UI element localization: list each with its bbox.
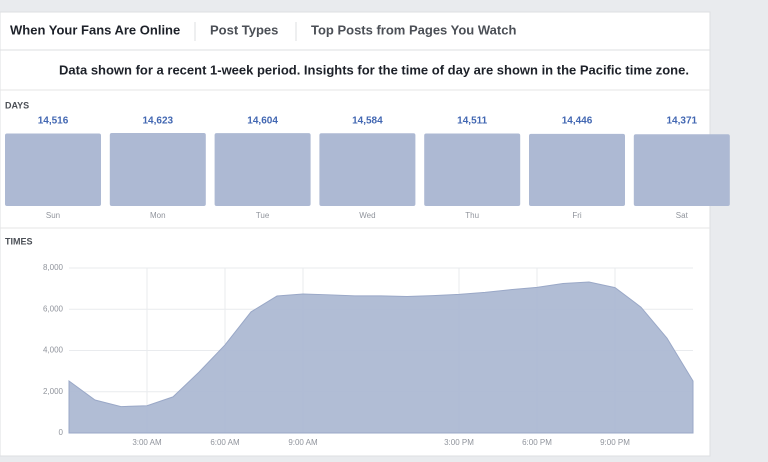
bar (214, 133, 311, 206)
x-tick-label: Mon (150, 211, 166, 220)
value-label: 14,584 (352, 116, 383, 127)
x-tick-label: Fri (572, 211, 582, 220)
x-tick-label: 6:00 AM (210, 438, 240, 447)
area (68, 281, 694, 434)
value-label: 14,516 (38, 116, 69, 127)
value-label: 14,604 (247, 116, 278, 127)
x-tick-label: 3:00 PM (444, 438, 474, 447)
notice: Data shown for a recent 1-week period. I… (59, 62, 689, 77)
x-tick-label: 3:00 AM (132, 438, 162, 447)
x-tick-label: Thu (465, 211, 479, 220)
value-label: 14,371 (667, 116, 698, 127)
bar (633, 134, 730, 206)
value-label: 14,446 (562, 116, 593, 127)
value-label: 14,511 (457, 116, 487, 127)
bar (529, 133, 625, 206)
tab[interactable]: When Your Fans Are Online (10, 22, 180, 37)
y-tick-label: 6,000 (43, 304, 64, 313)
x-tick-label: Sun (46, 211, 60, 220)
y-tick-label: 8,000 (43, 263, 64, 272)
section-title: DAYS (5, 100, 29, 110)
y-tick-label: 0 (59, 428, 64, 437)
x-tick-label: 9:00 AM (288, 438, 318, 447)
x-tick-label: 6:00 PM (522, 438, 552, 447)
bar (109, 133, 206, 206)
x-tick-label: Tue (256, 211, 270, 220)
bar (5, 133, 101, 206)
bar (319, 133, 416, 206)
tab[interactable]: Post Types (210, 22, 278, 37)
section-title: TIMES (5, 236, 33, 246)
x-tick-label: 9:00 PM (600, 438, 630, 447)
x-tick-label: Sat (676, 211, 689, 220)
tab[interactable]: Top Posts from Pages You Watch (311, 22, 516, 37)
x-tick-label: Wed (359, 211, 375, 220)
y-tick-label: 4,000 (43, 346, 64, 355)
y-tick-label: 2,000 (43, 387, 64, 396)
bar (424, 133, 521, 206)
value-label: 14,623 (143, 116, 174, 127)
